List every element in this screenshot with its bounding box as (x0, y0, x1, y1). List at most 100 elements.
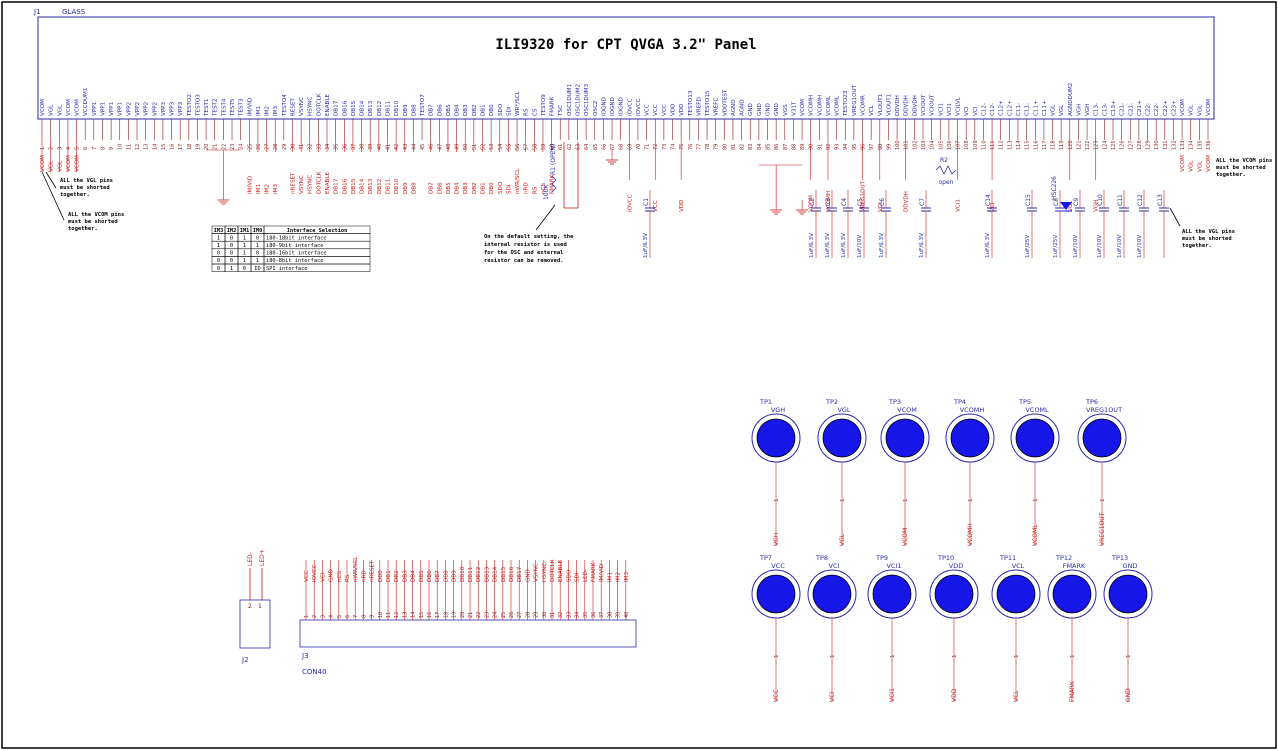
table-value: 0 (256, 235, 259, 241)
j3-pin-label: SDO (566, 569, 572, 582)
test-point-pin-number: 1 (774, 499, 780, 503)
j3-pin-label: DB17 (517, 566, 523, 582)
j3-pin-number: 29 (534, 612, 540, 618)
glass-ref: J1 (33, 8, 41, 16)
r2-note: open (939, 179, 954, 186)
glass-pin-label: VREFD (696, 97, 702, 116)
glass-pin-number: 15 (161, 144, 167, 150)
glass-pin-number: 20 (204, 144, 210, 150)
test-point-net: VGH (771, 406, 785, 414)
ctrl-net-label: DB13 (368, 178, 374, 194)
capacitor-value: 1uF/25V (1053, 235, 1059, 258)
glass-pin-number: 109 (973, 140, 979, 150)
test-point-net: GND (1123, 562, 1138, 570)
test-point-net: VGL (837, 406, 850, 414)
capacitor: C9 1uF/10V (1073, 190, 1085, 258)
glass-pin-label: DB6 (437, 104, 443, 116)
glass-pin-label: TEST3 (239, 98, 245, 117)
j3-pin-label: DOTCLK (550, 559, 556, 582)
glass-pin-number: 130 (1154, 140, 1160, 150)
glass-pin-number: 18 (187, 144, 193, 150)
table-value: 1 (243, 258, 246, 264)
glass-pin-number: 43 (403, 144, 409, 150)
test-point-net: VCL (1012, 562, 1025, 570)
test-point-net-label: VCI (829, 692, 836, 702)
glass-pin-label: TEST5 (230, 98, 236, 117)
test-point-ref: TP8 (815, 554, 828, 562)
capacitor-ref: C7 (919, 198, 926, 206)
glass-pin-label: VPP3 (178, 101, 184, 116)
glass-pin-number: 5 (75, 147, 81, 150)
glass-pin-number: 46 (429, 144, 435, 150)
glass-pin-number: 129 (1146, 140, 1152, 150)
glass-pin-number: 98 (878, 144, 884, 150)
table-value: 0 (217, 251, 220, 257)
im-net-label: IM1 (256, 184, 262, 194)
glass-pin-label: VCOMH (817, 95, 823, 116)
j3-body (299, 619, 637, 648)
j3-pin-label: FMARK (591, 562, 597, 582)
glass-pin-label: TSC (558, 105, 564, 117)
j3-pin-label: DB8 (443, 570, 449, 582)
glass-pin-number: 102 (912, 140, 918, 150)
table-header: Interface Selection (287, 228, 348, 234)
glass-pin-label: VREG1OUT (852, 84, 858, 116)
j2-pin2-num: 2 (248, 603, 252, 610)
glass-pin-label: RS (524, 108, 530, 116)
glass-pin-label: DB17 (334, 100, 340, 116)
osc-note-arrow (535, 204, 556, 231)
glass-pin-number: 27 (265, 144, 271, 150)
power-net-label: VCOM (809, 195, 815, 212)
glass-pin-label: GND (766, 103, 772, 116)
test-point-pin-number: 1 (1100, 499, 1106, 503)
glass-pin-label: VCOMR (861, 95, 867, 116)
capacitor: C14 1uF/6.3V (985, 190, 997, 258)
j3-pin-label: IM/VID (599, 564, 605, 582)
j3-pin-number: 16 (427, 612, 433, 618)
glass-pin-label: C21+ (1137, 100, 1143, 116)
test-point-net: VDD (949, 562, 963, 570)
j3-pin-label: DB16 (509, 566, 515, 582)
glass-pin-number: 29 (282, 144, 288, 150)
j3-pin-number: 13 (402, 612, 408, 618)
test-point-ref: TP4 (953, 398, 966, 406)
j3-pin-number: 36 (591, 612, 597, 618)
table-value: 1 (243, 251, 246, 257)
glass-pin-label: VDD (679, 104, 685, 116)
glass-pin-number: 101 (904, 140, 910, 150)
glass-pin-label: VGL (1059, 104, 1065, 116)
glass-pin-number: 99 (886, 144, 892, 150)
glass-pin-number: 66 (601, 144, 607, 150)
glass-pin-label: VGL (1051, 104, 1057, 116)
glass-pin-number: 120 (1068, 140, 1074, 150)
capacitor-value: 1uF/6.3V (985, 233, 991, 258)
test-point-net-label: FMARK (1069, 680, 1076, 702)
glass-pin-label: C21- (1128, 103, 1134, 116)
j3-pin-number: 11 (386, 612, 392, 618)
glass-pin-label: VDD (671, 104, 677, 116)
glass-pin-number: 76 (688, 144, 694, 150)
ctrl-net-label: DB8 (411, 182, 417, 194)
glass-pin-number: 33 (316, 144, 322, 150)
table-value: 1 (243, 235, 246, 241)
table-value: 0 (217, 266, 220, 272)
j3-pin-number: 15 (419, 612, 425, 618)
test-point-net: VCOM (897, 406, 917, 414)
glass-pin-label: GND (748, 103, 754, 116)
j3-pin-number: 31 (550, 612, 556, 618)
glass-pin-number: 31 (299, 144, 305, 150)
glass-pin-number: 104 (930, 140, 936, 150)
capacitor-ref: C14 (985, 194, 992, 206)
glass-pin-number: 81 (731, 144, 737, 150)
data-net-label: RS (532, 186, 538, 194)
glass-pin-label: C12+ (999, 100, 1005, 116)
test-point-net: VCOML (1025, 406, 1049, 414)
test-point-net-label: VGL (839, 533, 846, 546)
glass-pin-number: 83 (748, 144, 754, 150)
glass-pin-number: 91 (817, 144, 823, 150)
right-net-label: VCOM (1180, 155, 1186, 172)
j3-pin-label: nRD (361, 570, 367, 582)
test-point-net-label: VCI1 (889, 688, 896, 702)
glass-pin-number: 134 (1189, 140, 1195, 150)
